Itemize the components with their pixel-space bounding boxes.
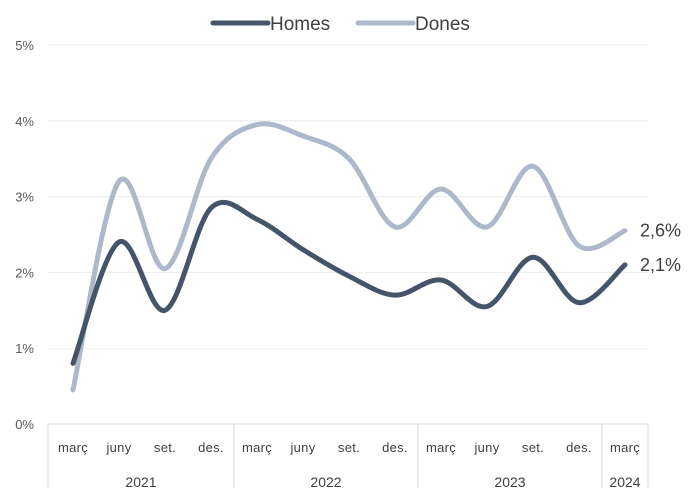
x-tick-label: set. [338, 440, 360, 455]
year-label: 2023 [494, 474, 525, 488]
x-tick-label: març [58, 440, 88, 455]
end-label-homes: 2,1% [640, 255, 681, 275]
legend-label-dones: Dones [415, 14, 470, 35]
x-tick-label: març [610, 440, 640, 455]
x-axis [47, 423, 649, 488]
x-tick-label: març [426, 440, 456, 455]
y-tick-label: 3% [15, 190, 34, 205]
series-line-dones [70, 121, 628, 393]
x-tick-label: juny [105, 440, 131, 455]
x-tick-label: des. [198, 440, 224, 455]
y-tick-label: 1% [15, 341, 34, 356]
legend: Homes Dones [210, 14, 470, 35]
y-tick-label: 0% [15, 417, 34, 432]
x-tick-label: des. [382, 440, 408, 455]
legend-label-homes: Homes [270, 14, 330, 35]
y-tick-label: 2% [15, 265, 34, 280]
labels: 0% 1% 2% 3% 4% 5% març juny set. des. març juny set.… [15, 38, 681, 488]
x-tick-label: juny [473, 440, 499, 455]
series-line-homes [70, 199, 628, 366]
y-tick-label: 4% [15, 114, 34, 129]
y-tick-label: 5% [15, 38, 34, 53]
x-tick-label: juny [289, 440, 315, 455]
year-label: 2021 [125, 474, 156, 488]
x-tick-label: set. [522, 440, 544, 455]
gridlines [48, 44, 648, 349]
x-tick-label: març [242, 440, 272, 455]
x-tick-label: des. [566, 440, 592, 455]
year-label: 2024 [609, 474, 640, 488]
year-label: 2022 [310, 474, 341, 488]
x-tick-label: set. [154, 440, 176, 455]
series-lines [70, 121, 628, 393]
end-label-dones: 2,6% [640, 221, 681, 241]
